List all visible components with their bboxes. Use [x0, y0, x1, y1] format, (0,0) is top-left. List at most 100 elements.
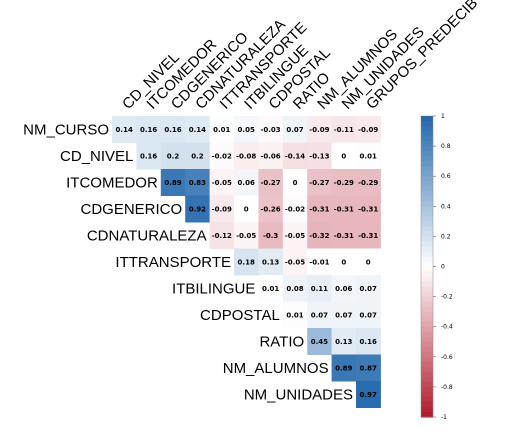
legend-color-step	[421, 391, 433, 398]
cell-value-label: 0.13	[335, 338, 352, 346]
legend-color-step	[421, 381, 433, 388]
cell-value-label: 0.16	[360, 338, 377, 346]
legend-color-step	[421, 116, 433, 122]
cell-value-label: 0.89	[164, 179, 181, 187]
heatmap-cell	[307, 328, 333, 355]
heatmap-cell	[282, 169, 308, 196]
legend-color-step	[421, 201, 433, 207]
heatmap-cell	[356, 301, 381, 329]
heatmap-cell	[234, 116, 259, 143]
heatmap-cell	[331, 116, 357, 143]
legend-color-step	[421, 166, 433, 172]
row-label-ratio: RATIO	[259, 333, 304, 350]
cell-value-label: 0	[341, 258, 346, 266]
heatmap-cell	[282, 222, 308, 249]
cell-value-label: 0.05	[238, 126, 255, 134]
legend-color-step	[421, 176, 433, 182]
legend-color-step	[421, 336, 433, 343]
heatmap-cell	[356, 169, 381, 196]
heatmap-cell	[356, 195, 381, 223]
cell-value-label: 0.07	[360, 285, 377, 293]
legend-tick-label: 0.2	[441, 233, 451, 240]
cell-value-label: -0.02	[212, 152, 232, 160]
cell-value-label: 0.08	[286, 285, 303, 293]
heatmap-cell	[307, 142, 333, 170]
cell-value-label: -0.03	[261, 126, 281, 134]
cell-value-label: 0.14	[116, 126, 133, 134]
legend-color-step	[421, 271, 433, 278]
cell-value-label: -0.3	[263, 232, 278, 240]
cell-value-label: -0.32	[309, 232, 329, 240]
cell-value-label: 0.01	[360, 152, 377, 160]
cell-value-label: 0.06	[335, 285, 352, 293]
heatmap-cell	[185, 142, 211, 170]
heatmap-cell	[282, 195, 308, 223]
legend-color-step	[421, 141, 433, 147]
legend-tick-label: 1	[441, 113, 445, 120]
heatmap-cell	[331, 169, 357, 196]
heatmap-cell	[258, 195, 284, 223]
legend-color-step	[421, 291, 433, 298]
cell-value-label: -0.05	[285, 232, 305, 240]
legend-color-step	[421, 266, 433, 273]
heatmap-cell	[356, 354, 381, 382]
heatmap-cell	[258, 248, 284, 276]
legend-color-step	[421, 236, 433, 243]
legend-color-step	[421, 251, 433, 258]
legend-color-step	[421, 231, 433, 237]
heatmap-cell	[356, 222, 381, 249]
legend-color-step	[421, 361, 433, 368]
legend-color-step	[421, 321, 433, 328]
heatmap-cell	[331, 275, 357, 302]
row-label-nm-alumnos: NM_ALUMNOS	[223, 360, 329, 377]
color-legend: 1 0.8 0.6 0.4 0.2 0 -0.2 -0.4 -0.6 -0.8 -1	[420, 113, 453, 421]
heatmap-cell	[209, 142, 235, 170]
cell-value-label: 0.14	[189, 126, 206, 134]
heatmap-cell	[331, 142, 357, 170]
legend-color-step	[421, 211, 433, 217]
legend-color-step	[421, 186, 433, 192]
heatmap-cell	[234, 222, 259, 249]
heatmap-cell	[356, 248, 381, 276]
cell-value-label: -0.14	[285, 152, 305, 160]
legend-color-step	[421, 126, 433, 132]
cell-value-label: 0.97	[360, 391, 377, 399]
cell-value-label: -0.31	[309, 205, 329, 213]
legend-color-step	[421, 191, 433, 197]
heatmap-cell	[331, 301, 357, 329]
cell-value-label: -0.11	[334, 126, 354, 134]
cell-value-label: -0.02	[285, 205, 305, 213]
cell-value-label: -0.01	[309, 258, 329, 266]
heatmap-cell	[258, 116, 284, 143]
cell-value-label: -0.31	[334, 232, 354, 240]
column-labels: CD_NIVELITCOMEDORCDGENERICOCDNATURALEZAI…	[119, 0, 481, 113]
heatmap-cell	[356, 328, 381, 355]
heatmap-cell	[234, 248, 259, 276]
legend-color-step	[421, 311, 433, 318]
legend-color-step	[421, 411, 433, 418]
cell-value-label: 0.87	[360, 364, 377, 372]
cell-value-label: 0	[293, 179, 298, 187]
heatmap-cell	[185, 195, 211, 223]
heatmap-cell	[282, 275, 308, 302]
heatmap-cell	[356, 381, 381, 408]
heatmap-cell	[185, 169, 211, 196]
row-label-cdpostal: CDPOSTAL	[200, 307, 280, 324]
legend-color-step	[421, 386, 433, 393]
row-label-cdgenerico: CDGENERICO	[81, 201, 183, 218]
cell-value-label: 0.01	[262, 285, 279, 293]
row-label-itbilingue: ITBILINGUE	[172, 280, 255, 297]
legend-tick-label: -0.6	[441, 354, 453, 361]
heatmap-cells: 0.14 0.16 0.16 0.14 0.01 0.05 -0.03 0.07 -0.09 -0…	[112, 116, 381, 408]
legend-color-step	[421, 276, 433, 283]
legend-color-step	[421, 316, 433, 323]
cell-value-label: 0.06	[238, 179, 255, 187]
legend-color-step	[421, 326, 433, 333]
cell-value-label: -0.29	[334, 179, 354, 187]
legend-color-step	[421, 371, 433, 378]
row-label-ittransporte: ITTRANSPORTE	[115, 254, 231, 271]
cell-value-label: 0.45	[311, 338, 328, 346]
cell-value-label: 0.16	[140, 126, 157, 134]
legend-color-step	[421, 341, 433, 348]
cell-value-label: 0.18	[238, 258, 255, 266]
